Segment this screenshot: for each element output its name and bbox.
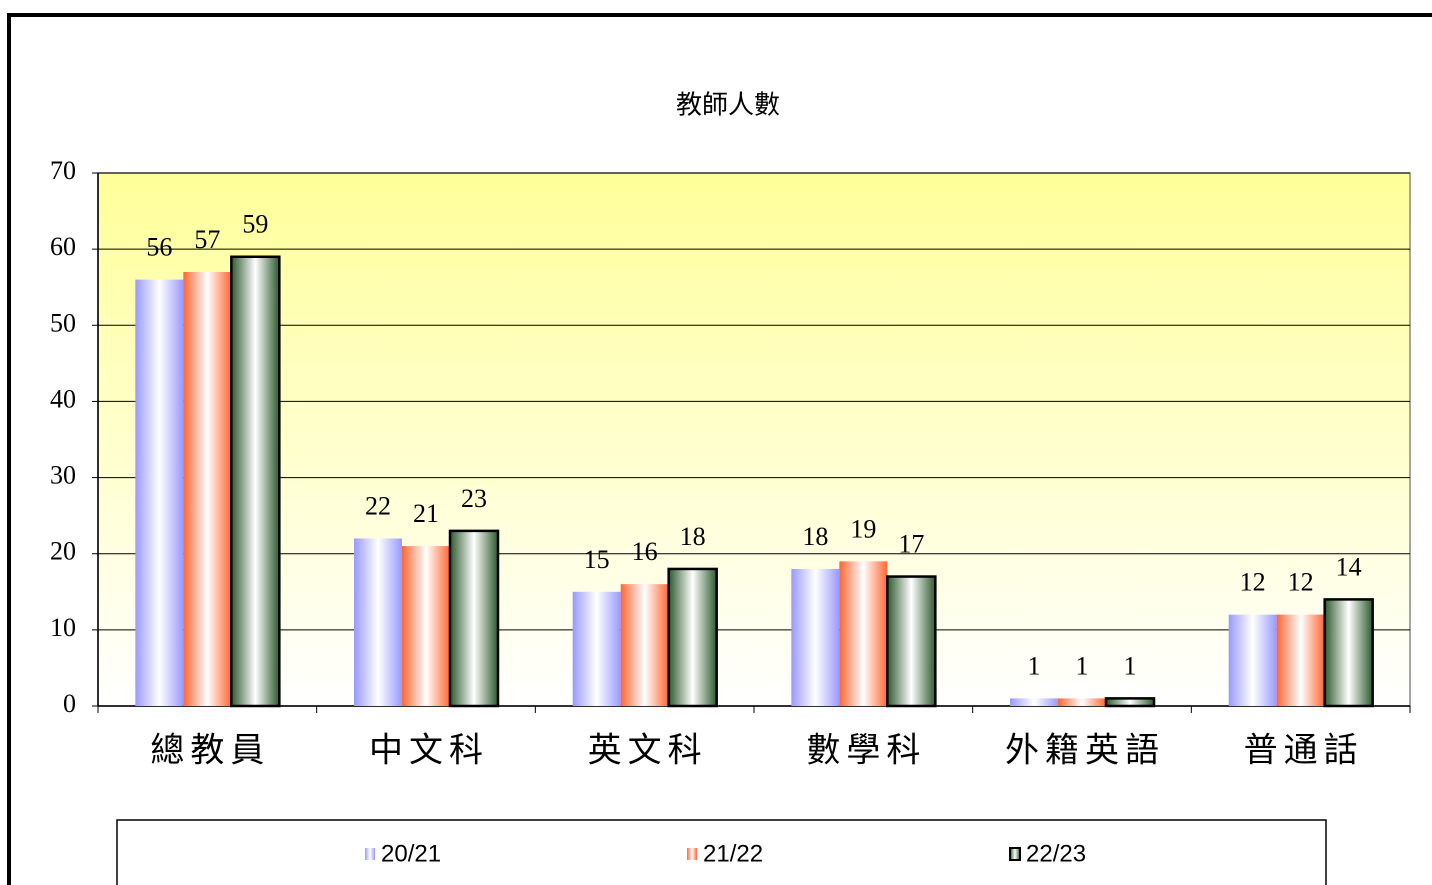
data-label: 1	[1124, 651, 1137, 680]
data-label: 59	[242, 210, 268, 239]
y-tick-label: 10	[50, 613, 76, 642]
bar	[1276, 614, 1325, 706]
bar	[1058, 698, 1106, 706]
bar	[402, 546, 450, 706]
bar	[839, 561, 888, 706]
bar	[448, 529, 500, 708]
legend-label: 22/23	[1026, 840, 1086, 867]
data-label: 1	[1028, 651, 1041, 680]
data-label: 21	[413, 499, 439, 528]
legend-label: 20/21	[381, 840, 441, 867]
bar	[354, 538, 402, 706]
legend-swatch	[365, 848, 375, 860]
x-tick-label: 英文科	[588, 731, 708, 771]
bar	[183, 271, 232, 706]
bar	[667, 567, 718, 708]
data-label: 14	[1336, 552, 1362, 581]
data-label: 23	[461, 484, 487, 513]
y-tick-label: 40	[50, 384, 76, 413]
bar	[620, 584, 669, 706]
data-label: 19	[850, 514, 876, 543]
x-tick-label: 數學科	[806, 731, 926, 771]
data-label: 18	[680, 522, 706, 551]
data-label: 57	[194, 225, 220, 254]
y-tick-label: 70	[50, 156, 76, 185]
x-tick-label: 總教員	[150, 731, 270, 771]
data-label: 18	[802, 522, 828, 551]
bar	[1228, 614, 1277, 706]
legend-swatch	[1009, 847, 1021, 861]
data-label: 56	[146, 233, 172, 262]
y-tick-label: 30	[50, 461, 76, 490]
y-tick-label: 0	[63, 689, 76, 718]
bar	[230, 255, 281, 708]
plot-area	[97, 172, 1411, 707]
data-label: 17	[898, 530, 924, 559]
bar	[1010, 698, 1058, 706]
x-tick-label: 外籍英語	[1005, 731, 1165, 771]
y-tick-label: 20	[50, 537, 76, 566]
bar	[886, 575, 937, 708]
legend-box	[116, 819, 1327, 885]
bar	[1323, 598, 1374, 708]
x-tick-label: 普通話	[1244, 731, 1364, 771]
legend-label: 21/22	[703, 840, 763, 867]
data-label: 15	[584, 545, 610, 574]
data-label: 12	[1240, 568, 1266, 597]
bar	[135, 279, 184, 706]
bar	[1104, 697, 1156, 708]
y-tick-label: 60	[50, 232, 76, 261]
y-tick-label: 50	[50, 308, 76, 337]
chart-title: 教師人數	[676, 91, 780, 121]
bar	[791, 568, 840, 706]
data-label: 12	[1288, 568, 1314, 597]
legend-swatch	[687, 848, 697, 860]
data-label: 16	[632, 537, 658, 566]
x-tick-label: 中文科	[369, 731, 489, 771]
bar	[572, 591, 621, 706]
data-label: 1	[1076, 651, 1089, 680]
data-label: 22	[365, 491, 391, 520]
